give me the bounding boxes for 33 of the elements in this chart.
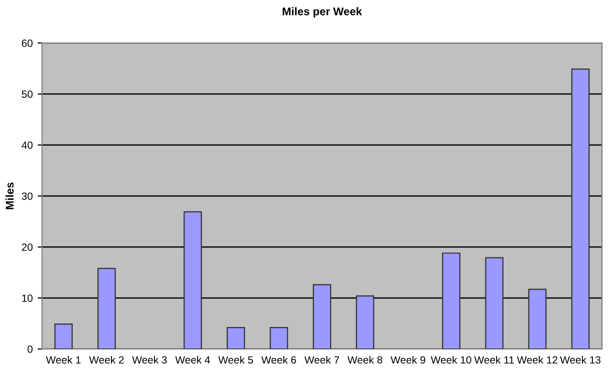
x-tick-label: Week 13 — [560, 356, 600, 364]
y-tick-label: 20 — [22, 244, 33, 251]
y-tick-label: 40 — [22, 142, 33, 149]
y-tick-label: 0 — [28, 346, 33, 353]
x-tick-label: Week 7 — [304, 356, 340, 364]
bar — [270, 327, 288, 349]
bar — [485, 257, 504, 349]
x-tick-label: Week 1 — [46, 356, 81, 364]
bar — [442, 252, 460, 349]
chart-title: Miles per Week — [282, 7, 362, 18]
bar — [312, 284, 332, 349]
x-tick-label: Week 10 — [430, 356, 472, 364]
bar — [226, 327, 246, 349]
bar — [97, 268, 116, 349]
y-tick-label: 50 — [22, 90, 33, 98]
x-tick-label: Week 3 — [132, 356, 167, 364]
x-tick-label: Week 8 — [348, 356, 382, 364]
y-axis-title: Miles — [5, 182, 14, 210]
bar — [528, 288, 547, 349]
x-tick-label: Week 5 — [218, 356, 253, 364]
bar — [356, 295, 374, 349]
bar — [184, 211, 202, 349]
y-tick-label: 30 — [22, 192, 33, 200]
bar — [571, 68, 590, 349]
x-tick-label: Week 12 — [516, 356, 558, 364]
x-tick-label: Week 9 — [390, 356, 426, 364]
x-tick-label: Week 6 — [261, 356, 296, 364]
x-tick-label: Week 4 — [175, 356, 210, 364]
x-tick-label: Week 11 — [474, 356, 514, 364]
x-tick-label: Week 2 — [89, 356, 124, 364]
y-tick-label: 60 — [22, 40, 33, 47]
bar — [54, 323, 73, 349]
y-tick-label: 10 — [22, 294, 33, 302]
